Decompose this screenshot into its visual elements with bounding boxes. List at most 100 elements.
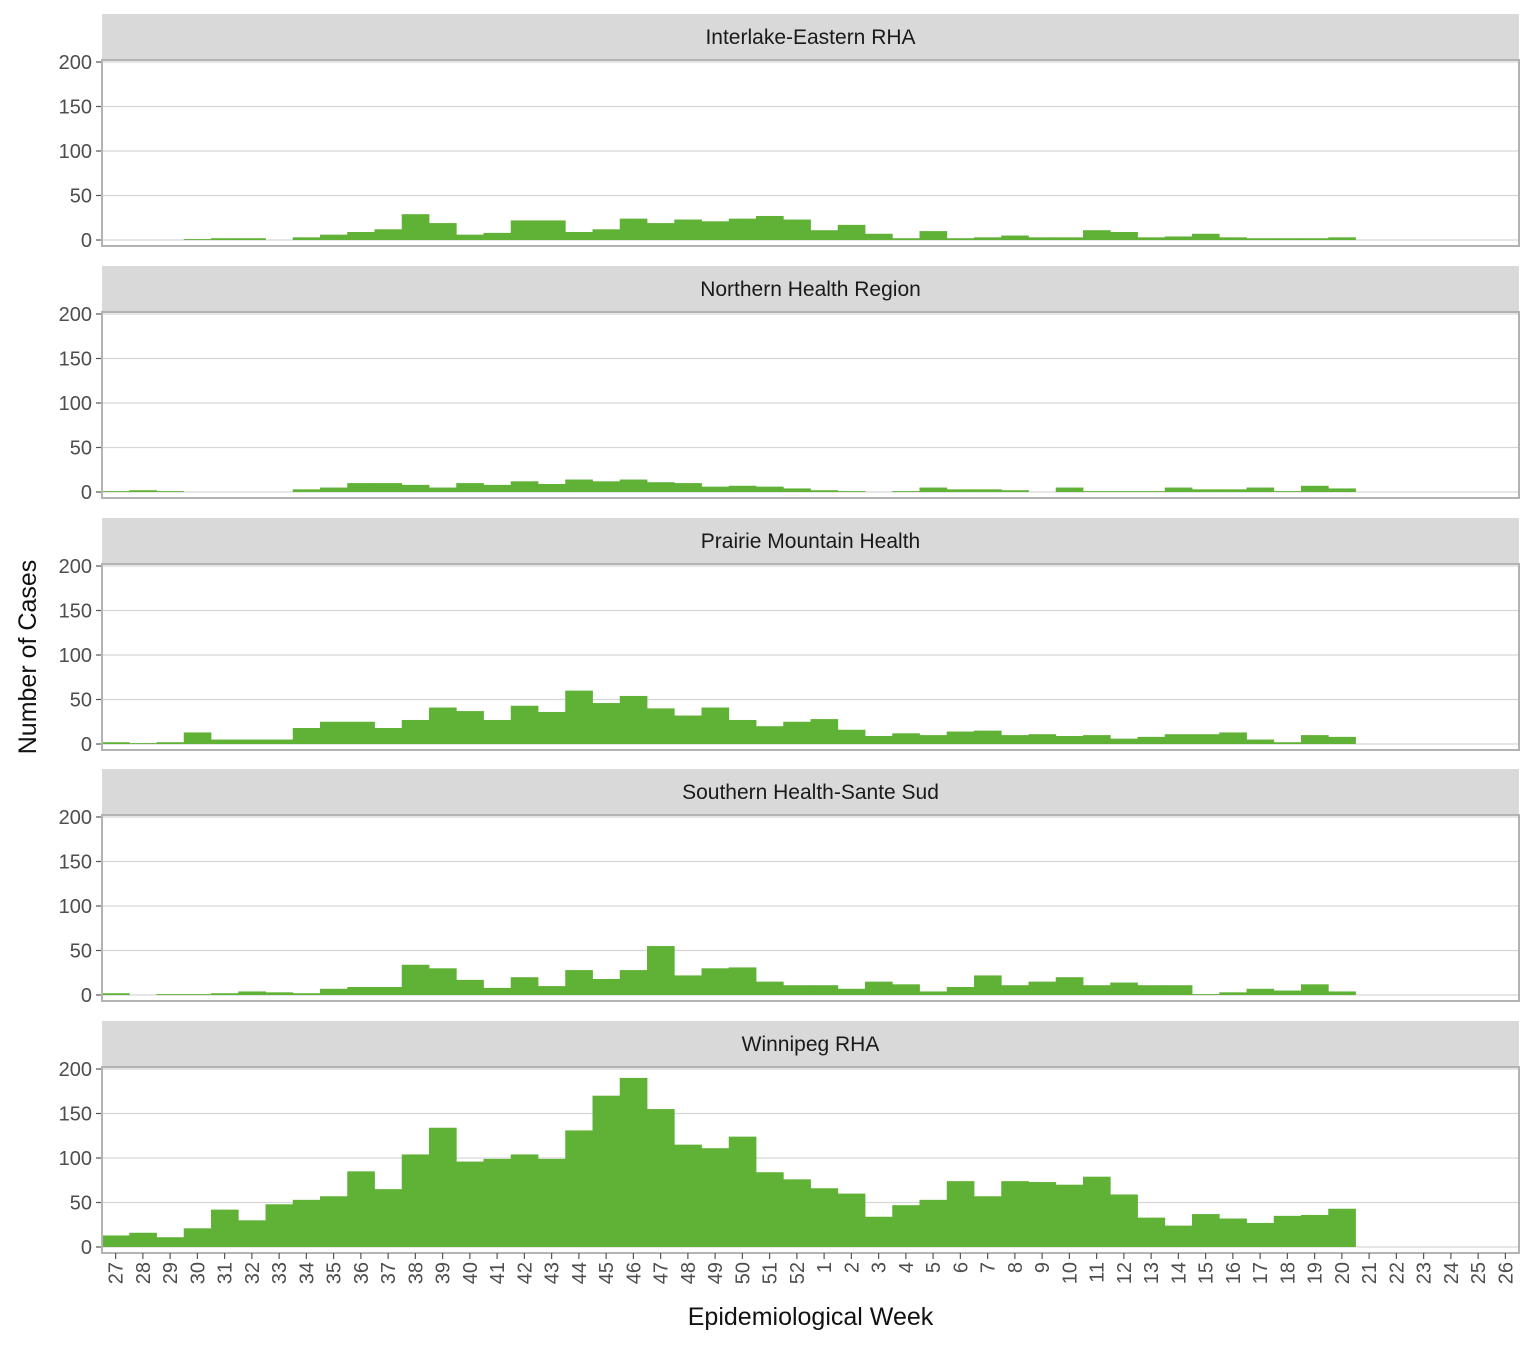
histogram-bar [1328,991,1356,995]
x-tick-label: 30 [187,1262,209,1284]
histogram-bar [592,481,621,492]
y-tick-label: 150 [59,349,92,371]
x-tick-label: 4 [896,1262,918,1273]
histogram-bar [1301,735,1329,744]
histogram-bar [347,1171,375,1247]
histogram-bar [674,219,702,240]
histogram-bar [647,482,675,492]
x-tick-label: 45 [596,1262,618,1284]
histogram-bar [1192,994,1220,995]
histogram-bar [619,1077,648,1247]
histogram-bar [565,479,593,492]
y-tick-label: 200 [59,304,92,326]
histogram-bar [701,486,730,492]
x-tick-label: 15 [1196,1262,1218,1284]
histogram-bar [1328,1208,1356,1247]
y-tick-label: 50 [70,941,92,963]
histogram-bar [510,977,539,995]
x-tick-label: 18 [1277,1262,1299,1284]
y-tick-label: 200 [59,52,92,74]
histogram-bar [728,218,757,240]
x-tick-label: 19 [1305,1262,1327,1284]
histogram-bar [865,735,893,744]
histogram-bar [1246,238,1275,240]
histogram-bar [565,231,593,240]
histogram-bar [837,224,866,240]
histogram-bar [837,729,866,744]
histogram-bar [565,1130,593,1247]
histogram-bar [320,1196,348,1247]
histogram-bar [1110,1194,1138,1247]
x-tick-label: 51 [760,1262,782,1284]
histogram-bar [320,988,348,995]
histogram-bar [1273,491,1302,492]
histogram-bar [1055,237,1084,240]
histogram-bar [619,479,648,492]
x-tick-label: 27 [106,1262,128,1284]
histogram-bar [347,721,375,744]
histogram-bar [102,1235,130,1247]
facet-title: Southern Health-Sante Sud [682,781,939,804]
histogram-bar [1028,734,1057,744]
x-tick-label: 16 [1223,1262,1245,1284]
histogram-bar [320,234,348,240]
histogram-bar [1219,732,1247,744]
histogram-bar [565,970,593,995]
y-tick-label: 100 [59,1148,92,1170]
histogram-bar [129,490,157,492]
histogram-bar [1164,487,1193,492]
y-tick-label: 100 [59,141,92,163]
y-tick-label: 150 [59,601,92,623]
histogram-bar [211,238,239,240]
histogram-bar [456,483,484,492]
histogram-bar [674,1144,702,1247]
x-tick-label: 21 [1359,1262,1381,1284]
histogram-bar [783,721,811,744]
histogram-bar [892,733,920,744]
histogram-bar [946,731,975,744]
histogram-bar [456,711,484,744]
facet-strip [102,769,1519,815]
histogram-bar [1273,1215,1302,1247]
histogram-bar [483,484,512,492]
histogram-bar [265,739,294,744]
histogram-bar [810,985,839,995]
y-tick-label: 0 [81,985,92,1007]
histogram-bar [674,975,702,995]
histogram-bar [1273,238,1302,240]
histogram-bar [238,739,266,744]
x-tick-label: 3 [869,1262,891,1273]
histogram-bar [1219,489,1247,492]
x-tick-label: 40 [460,1262,482,1284]
histogram-bar [429,707,457,744]
histogram-bar [865,233,893,240]
histogram-bar [1083,1176,1111,1247]
x-tick-label: 8 [1005,1262,1027,1273]
histogram-bar [1028,981,1057,995]
x-tick-label: 10 [1059,1262,1081,1284]
histogram-bar [374,1189,403,1247]
histogram-bar [728,967,757,995]
x-tick-label: 7 [978,1262,1000,1273]
x-tick-label: 48 [678,1262,700,1284]
histogram-bar [374,986,403,995]
histogram-bar [919,991,948,995]
histogram-bar [1028,237,1057,240]
histogram-bar [1328,237,1356,240]
histogram-bar [837,988,866,995]
histogram-bar [429,968,457,995]
histogram-bar [238,238,266,240]
histogram-bar [538,1158,566,1247]
histogram-bar [1083,985,1111,995]
y-tick-label: 50 [70,1193,92,1215]
y-tick-label: 200 [59,1059,92,1081]
x-tick-label: 12 [1114,1262,1136,1284]
histogram-bar [592,1095,621,1247]
histogram-bar [1219,1218,1247,1247]
x-tick-label: 26 [1495,1262,1517,1284]
histogram-bar [510,1154,539,1247]
histogram-bar [1164,734,1193,744]
x-tick-label: 52 [787,1262,809,1284]
histogram-bar [211,993,239,995]
